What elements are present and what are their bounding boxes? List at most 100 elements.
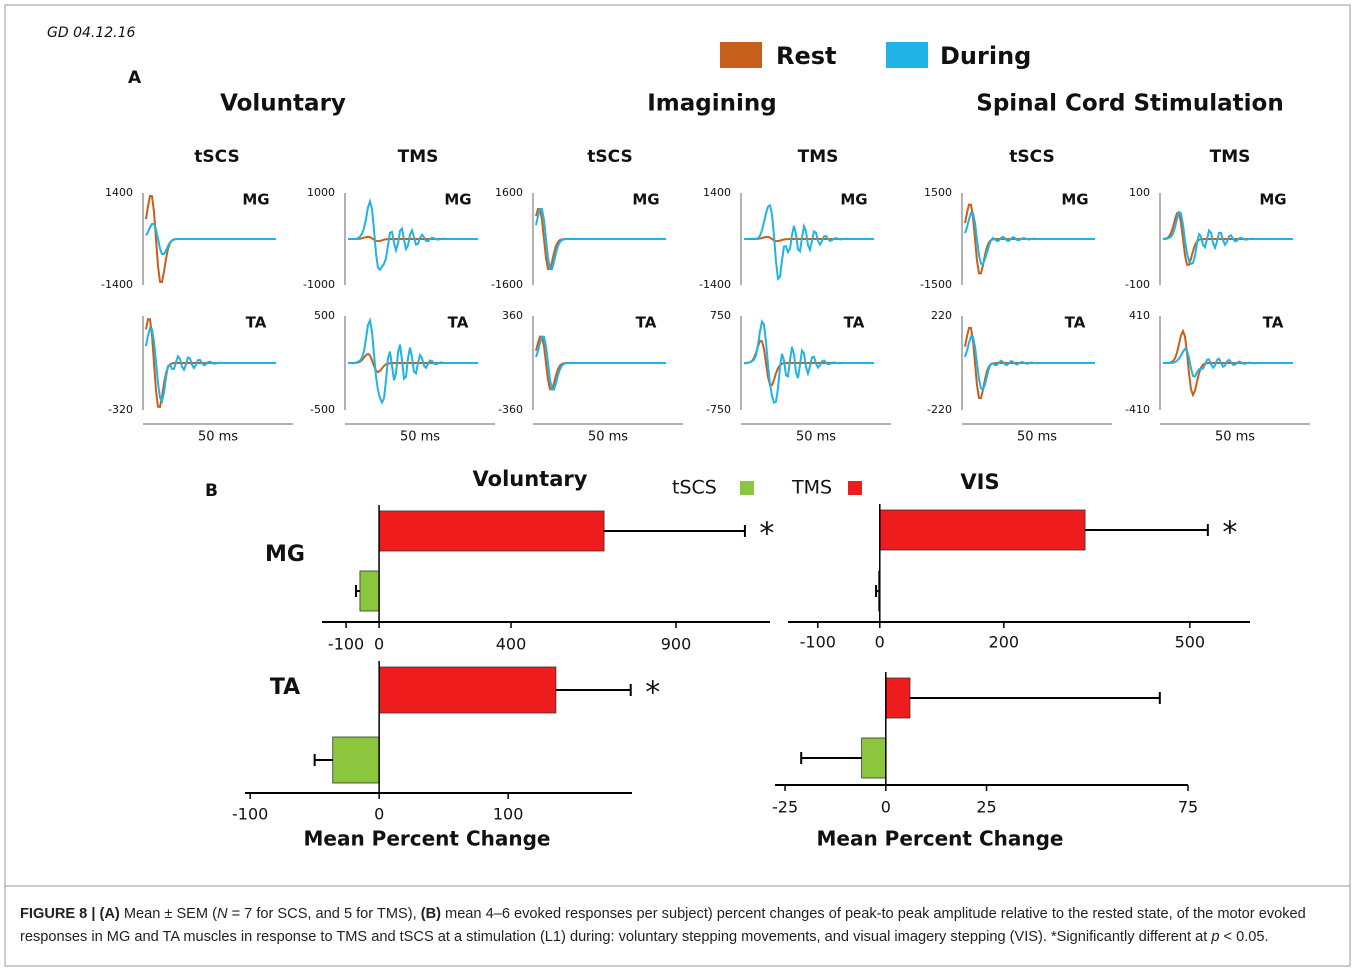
legend-swatch [848,481,862,495]
trace-during [1163,347,1293,378]
significance-marker: * [759,517,774,552]
trace-range-label: -410 [1125,403,1150,416]
x-tick-label: 400 [496,635,527,654]
trace-during [744,203,874,281]
muscle-label: TA [448,314,469,332]
legend-swatch [720,42,762,68]
x-tick-label: 900 [661,635,692,654]
trace-during [347,197,478,272]
caption-text: mean 4–6 evoked responses per subject) p… [20,906,1306,945]
figure-border [4,4,1351,967]
legend-swatch [740,481,754,495]
column-title: TMS [398,147,439,167]
trace-during [964,211,1095,265]
bar [359,570,380,612]
trace-during [535,207,666,271]
trace-range-label: 410 [1129,309,1150,322]
trace-range-label: -750 [706,403,731,416]
trace-during [145,326,276,404]
trace-range-label: 1500 [924,186,952,199]
column-title: tSCS [194,147,239,167]
group-title: Imagining [647,91,777,117]
x-axis-label: Mean Percent Change [304,827,551,851]
muscle-label: MG [444,191,471,209]
muscle-label: MG [242,191,269,209]
bar [861,737,887,779]
x-tick-label: 25 [976,798,996,817]
muscle-label: MG [1061,191,1088,209]
caption-text: (B) [420,906,441,922]
trace-range-label: -1400 [101,278,133,291]
trace-range-label: -1500 [920,278,952,291]
scale-bar-label: 50 ms [1215,430,1255,445]
x-tick-label: 200 [989,633,1020,652]
x-tick-label: -100 [328,635,364,654]
x-tick-label: -25 [772,798,798,817]
x-tick-label: 0 [374,635,384,654]
column-title: TMS [1210,147,1251,167]
trace-during [1162,210,1293,266]
scale-bar-label: 50 ms [198,430,238,445]
trace-range-label: -220 [927,403,952,416]
x-tick-label: 0 [881,798,891,817]
x-tick-label: 0 [875,633,885,652]
bar [879,509,1086,551]
caption-text: = 7 for SCS, and 5 for TMS), [227,906,421,922]
caption-text: N [216,906,228,922]
trace-during [347,316,478,405]
x-axis-label: Mean Percent Change [817,827,1064,851]
trace-range-label: -1400 [699,278,731,291]
legend-label: tSCS [672,477,717,499]
x-tick-label: -100 [232,805,268,824]
column-title: tSCS [587,147,632,167]
date-label: GD 04.12.16 [47,25,136,41]
bar [378,666,557,714]
trace-during [145,223,276,255]
trace-range-label: -1600 [491,278,523,291]
scale-bar-label: 50 ms [588,430,628,445]
trace-range-label: 500 [314,309,335,322]
scale-bar-label: 50 ms [400,430,440,445]
caption: FIGURE 8 | (A) Mean ± SEM (N = 7 for SCS… [20,903,1338,949]
scale-bar-label: 50 ms [1017,430,1057,445]
chart-title: Voluntary [473,467,588,491]
trace-range-label: -100 [1125,278,1150,291]
bar [885,677,911,719]
row-label: MG [265,542,305,567]
x-tick-label: -100 [800,633,836,652]
caption-text: Mean ± SEM ( [119,906,217,922]
panel-label: B [205,481,218,501]
muscle-label: TA [1065,314,1086,332]
trace-during [964,335,1095,391]
legend-label: Rest [776,42,837,70]
bar [332,736,380,784]
trace-range-label: 750 [710,309,731,322]
muscle-label: TA [844,314,865,332]
legend-swatch [886,42,928,68]
muscle-label: TA [636,314,657,332]
x-tick-label: 500 [1175,633,1206,652]
x-tick-label: 100 [493,805,524,824]
group-title: Voluntary [220,91,346,117]
trace-range-label: 100 [1129,186,1150,199]
x-tick-label: 0 [374,805,384,824]
trace-range-label: 1400 [105,186,133,199]
legend-label: TMS [791,477,832,499]
trace-range-label: -360 [498,403,523,416]
trace-during [535,335,666,391]
trace-range-label: -500 [310,403,335,416]
caption-text: p [1211,929,1220,945]
group-title: Spinal Cord Stimulation [976,91,1283,117]
muscle-label: TA [1263,314,1284,332]
caption-text: < 0.05. [1219,929,1269,945]
x-tick-label: 75 [1178,798,1198,817]
muscle-label: MG [1259,191,1286,209]
trace-during [743,319,874,404]
muscle-label: MG [840,191,867,209]
column-title: TMS [798,147,839,167]
column-title: tSCS [1009,147,1054,167]
trace-range-label: 1000 [307,186,335,199]
legend-label: During [940,42,1031,70]
trace-range-label: 220 [931,309,952,322]
trace-range-label: 360 [502,309,523,322]
